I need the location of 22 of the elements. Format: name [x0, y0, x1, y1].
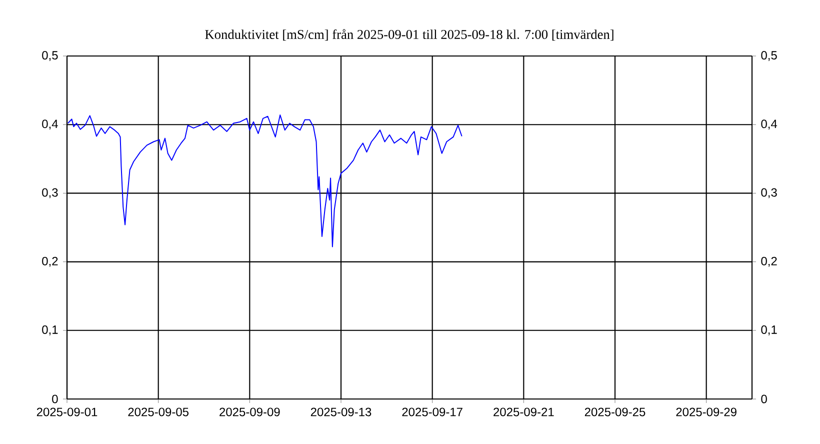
x-tick-label: 2025-09-29 — [676, 408, 736, 416]
line-series — [67, 114, 462, 248]
y-tick-label: 0,2 — [42, 256, 58, 267]
x-tick-label: 2025-09-25 — [584, 408, 646, 416]
x-tick-label: 2025-09-09 — [220, 408, 280, 416]
x-tick-label: 2025-09-17 — [402, 408, 462, 416]
y-tick-label: 0,3 — [42, 188, 58, 198]
y2-tick-label: 0,5 — [761, 51, 777, 61]
x-tick-label: 2025-09-13 — [310, 408, 372, 416]
y-tick-label: 0,1 — [42, 325, 58, 336]
y2-tick-label: 0,2 — [761, 256, 777, 267]
y2-tick-label: 0,1 — [761, 325, 777, 336]
y2-tick-label: 0 — [761, 394, 767, 404]
y-tick-label: 0,5 — [42, 51, 58, 61]
x-tick-label: 2025-09-05 — [128, 408, 189, 416]
y2-tick-label: 0,4 — [761, 120, 778, 130]
chart-title: Konduktivitet [mS/cm] från 2025-09-01 till 2025-09-18 kl. 7:00 [timvärden] — [205, 29, 614, 41]
y2-tick-label: 0,3 — [761, 188, 777, 198]
y-tick-label: 0,4 — [42, 120, 58, 130]
x-tick-label: 2025-09-21 — [494, 408, 554, 416]
x-tick-label: 2025-09-01 — [36, 408, 98, 416]
y-tick-label: 0 — [52, 394, 58, 404]
